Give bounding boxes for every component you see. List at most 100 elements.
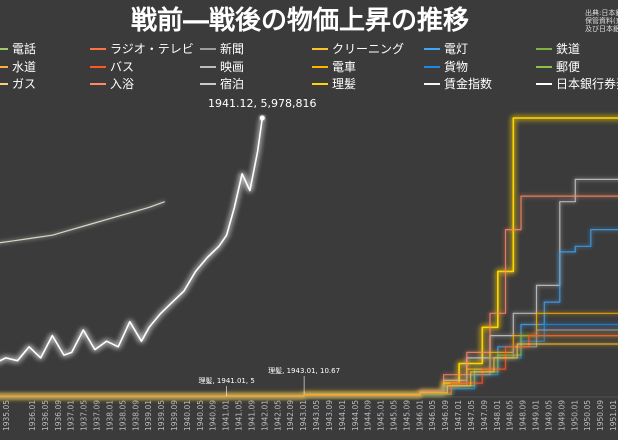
x-tick-label: 1938.09 [131, 400, 140, 431]
x-tick-label: 1938.05 [118, 400, 127, 431]
x-tick-label: 1937.05 [80, 400, 89, 431]
legend-item: 水道 [0, 60, 36, 74]
x-tick-label: 1945.05 [389, 400, 398, 431]
x-tick-label: 1939.01 [144, 400, 153, 431]
series-line [0, 117, 264, 362]
legend-item: 入浴 [90, 77, 134, 91]
x-tick-label: 1940.01 [183, 400, 192, 431]
x-tick-label: 1951.01 [609, 400, 618, 431]
series-line [0, 312, 618, 397]
x-tick-label: 1949.05 [544, 400, 553, 431]
legend-item: 電灯 [424, 42, 468, 56]
x-tick-label: 1946.09 [441, 400, 450, 431]
x-tick-label: 1942.05 [273, 400, 282, 431]
legend-item: 日本銀行券発 [536, 76, 618, 91]
x-tick-label: 1941.01 [222, 400, 231, 431]
legend-label: 貨物 [444, 59, 468, 74]
x-tick-label: 1947.05 [467, 400, 476, 431]
x-tick-label: 1941.09 [247, 400, 256, 431]
source-line-2: 保管資料(東 [585, 16, 618, 25]
x-tick-label: 1942.09 [286, 400, 295, 431]
legend-label: 理髪 [332, 77, 356, 91]
series-group [0, 115, 618, 398]
legend-item: 理髪 [312, 77, 356, 91]
x-tick-label: 1949.01 [532, 400, 541, 431]
annotation-barber-1941: 理髪, 1941.01, 5 [198, 376, 254, 385]
legend-label: 入浴 [110, 77, 134, 91]
x-tick-label: 1947.09 [480, 400, 489, 431]
legend-item: 郵便 [536, 60, 580, 74]
x-tick-label: 1943.05 [312, 400, 321, 431]
annotations: 1941.12, 5,978,816 理髪, 1941.01, 5 理髪, 1943… [198, 97, 340, 396]
x-tick-label: 1943.01 [299, 400, 308, 431]
legend-label: 水道 [12, 60, 36, 74]
x-tick-label: 1944.09 [364, 400, 373, 431]
legend-label: ラジオ・テレビ [110, 42, 194, 56]
x-tick-label: 1936.09 [54, 400, 63, 431]
x-tick-label: 1949.09 [557, 400, 566, 431]
legend-item: ラジオ・テレビ [90, 42, 194, 56]
legend-label: 電話 [12, 41, 36, 56]
legend-label: クリーニング [332, 42, 404, 56]
x-tick-label: 1937.01 [67, 400, 76, 431]
x-tick-label: 1942.01 [260, 400, 269, 431]
legend-item: 電話 [0, 41, 36, 56]
x-tick-label: 1935.05 [2, 400, 11, 431]
legend-label: 日本銀行券発 [556, 76, 618, 91]
series-line [0, 117, 618, 398]
annotation-peak: 1941.12, 5,978,816 [208, 97, 316, 110]
x-tick-label: 1948.09 [519, 400, 528, 431]
x-axis: 1935.05 1936.01 1936.05 1936.09 1937.01 1937.… [0, 396, 618, 431]
legend-label: 宿泊 [220, 76, 244, 91]
peak-point [259, 115, 265, 121]
source-line-1: 出典:日本銀 [585, 8, 618, 17]
legend-label: 郵便 [556, 60, 580, 74]
x-tick-label: 1946.05 [428, 400, 437, 431]
x-tick-label: 1941.05 [235, 400, 244, 431]
x-tick-label: 1939.09 [170, 400, 179, 431]
legend-item: クリーニング [312, 42, 404, 56]
x-tick-label: 1938.01 [105, 400, 114, 431]
annotation-barber-1943: 理髪, 1943.01, 10.67 [268, 366, 340, 375]
x-tick-label: 1946.01 [415, 400, 424, 431]
legend-label: 鉄道 [556, 41, 580, 56]
x-tick-label: 1947.01 [454, 400, 463, 431]
legend-item: 鉄道 [536, 41, 580, 56]
x-tick-label: 1948.05 [506, 400, 515, 431]
legend-item: 電車 [312, 60, 356, 74]
legend-item: 映画 [200, 60, 244, 74]
x-tick-label: 1950.05 [583, 400, 592, 431]
x-tick-label: 1940.05 [196, 400, 205, 431]
x-tick-label: 1948.01 [493, 400, 502, 431]
x-tick-label: 1940.09 [209, 400, 218, 431]
x-tick-label: 1945.01 [377, 400, 386, 431]
legend-label: ガス [12, 77, 36, 91]
series-line [0, 178, 618, 397]
x-tick-label: 1936.01 [28, 400, 37, 431]
legend-label: 新聞 [220, 41, 244, 56]
x-tick-label: 1944.05 [351, 400, 360, 431]
x-tick-label: 1936.05 [41, 400, 50, 431]
x-tick-label: 1943.09 [325, 400, 334, 431]
legend-item: 宿泊 [200, 76, 244, 91]
chart-title: 戦前―戦後の物価上昇の推移 [131, 5, 469, 36]
legend-label: 映画 [220, 60, 244, 74]
legend-label: バス [110, 60, 134, 74]
legend-label: 電車 [332, 60, 356, 74]
source-line-3: 及び日本銀 [585, 24, 618, 33]
series-line [0, 329, 618, 397]
x-tick-label: 1950.01 [570, 400, 579, 431]
series-line [0, 201, 165, 244]
x-tick-label: 1945.09 [402, 400, 411, 431]
legend-label: 賃金指数 [444, 76, 492, 91]
series-line [0, 343, 618, 397]
legend-item: バス [90, 60, 134, 74]
legend-item: 貨物 [424, 59, 468, 74]
x-tick-label: 1950.09 [596, 400, 605, 431]
x-tick-label: 1939.05 [157, 400, 166, 431]
legend-label: 電灯 [444, 42, 468, 56]
legend-item: ガス [0, 77, 36, 91]
legend-item: 新聞 [200, 41, 244, 56]
